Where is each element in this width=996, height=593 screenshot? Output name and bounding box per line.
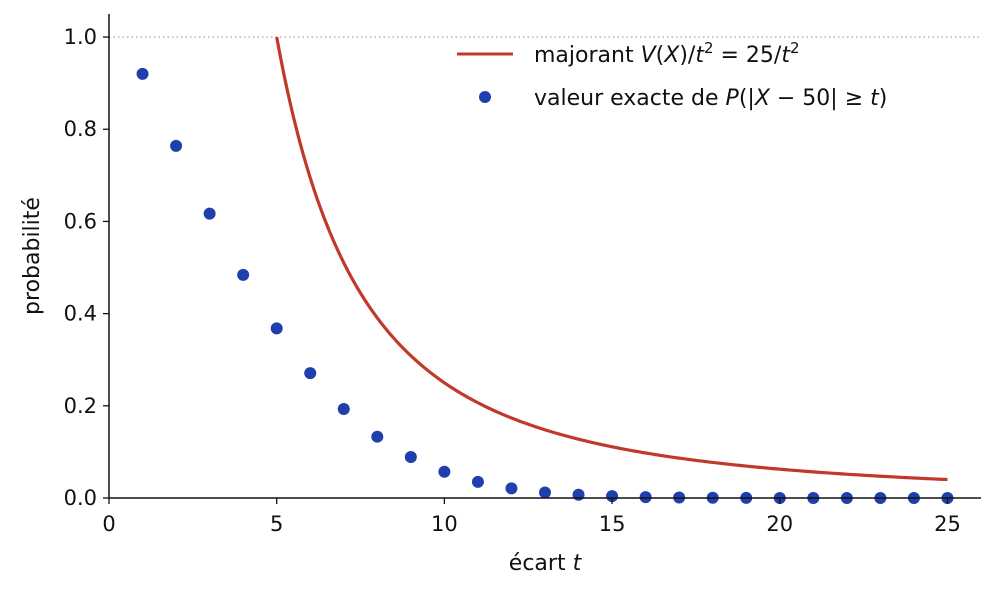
scatter-point <box>304 367 317 380</box>
legend-dots-close: ) <box>879 86 888 111</box>
y-tick-label: 0.6 <box>64 209 97 233</box>
legend-dots-prefix: valeur exacte de <box>534 86 726 111</box>
legend: majorant V(X)/t2 = 25/t2 valeur exacte d… <box>457 39 887 111</box>
x-tick-label: 5 <box>270 512 283 536</box>
y-tick-label: 0.4 <box>64 302 97 326</box>
scatter-point <box>505 482 518 495</box>
y-ticks: 0.0 0.2 0.4 0.6 0.8 1.0 <box>64 25 109 510</box>
plot-area <box>136 36 954 504</box>
legend-line-t2: t <box>781 43 791 68</box>
y-tick-label: 0.8 <box>64 117 97 141</box>
legend-line-eq: = 25/ <box>714 43 782 68</box>
scatter-point <box>438 465 451 478</box>
x-axis-label-var: t <box>573 551 583 576</box>
legend-line-prefix: majorant <box>534 43 641 68</box>
legend-dots-open: (| <box>739 86 755 111</box>
axes <box>108 14 981 499</box>
scatter-point <box>337 403 350 416</box>
series-line-majorant <box>275 36 948 482</box>
scatter-point <box>136 67 149 80</box>
x-tick-label: 0 <box>102 512 115 536</box>
x-tick-label: 10 <box>431 512 458 536</box>
x-tick-label: 25 <box>934 512 961 536</box>
scatter-point <box>170 139 183 152</box>
legend-line-v: V <box>641 43 658 68</box>
legend-dots-p: P <box>726 86 740 111</box>
legend-line-close: )/ <box>679 43 696 68</box>
scatter-point <box>572 488 585 501</box>
x-tick-label: 20 <box>766 512 793 536</box>
x-ticks: 0 5 10 15 20 25 <box>102 498 961 536</box>
legend-dot-swatch <box>479 91 491 103</box>
legend-dots-label: valeur exacte de P(|X − 50| ≥ t) <box>534 86 887 111</box>
legend-dots-x: X <box>754 86 771 111</box>
legend-dots-minus: − 50| ≥ <box>770 86 870 111</box>
x-tick-label: 15 <box>599 512 626 536</box>
scatter-point <box>371 430 384 443</box>
x-axis-label-text: écart <box>509 551 566 576</box>
legend-line-t: t <box>695 43 705 68</box>
y-axis-label: probabilité <box>20 197 45 315</box>
scatter-point <box>606 490 619 503</box>
scatter-point <box>471 475 484 488</box>
legend-dots-t: t <box>870 86 880 111</box>
legend-line-x: X <box>663 43 680 68</box>
scatter-point <box>237 268 250 281</box>
legend-line-sup2: 2 <box>790 39 800 57</box>
scatter-point <box>203 207 216 220</box>
x-axis-label: écart t <box>509 551 583 576</box>
scatter-point <box>539 486 551 499</box>
y-tick-label: 1.0 <box>64 25 97 49</box>
scatter-point <box>639 491 652 504</box>
scatter-point <box>404 450 417 463</box>
y-tick-label: 0.2 <box>64 394 97 418</box>
legend-line-open: ( <box>656 43 665 68</box>
legend-line-label: majorant V(X)/t2 = 25/t2 <box>534 39 800 68</box>
legend-line-sup: 2 <box>704 39 714 57</box>
y-tick-label: 0.0 <box>64 486 97 510</box>
scatter-point <box>270 322 283 335</box>
